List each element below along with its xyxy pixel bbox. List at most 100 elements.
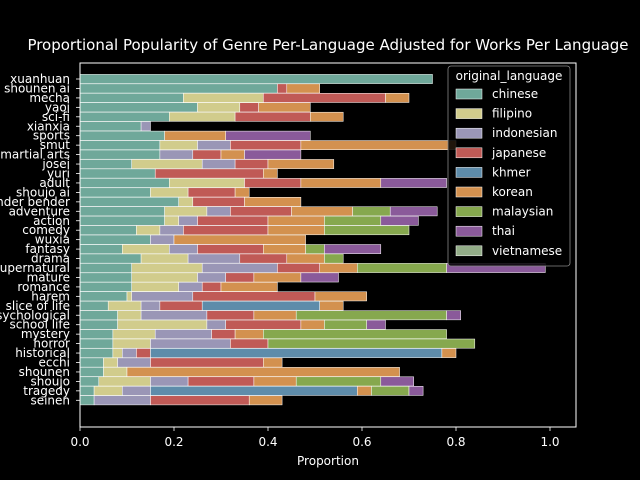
bar-smut-japanese — [230, 140, 302, 151]
bar-mecha-korean — [385, 93, 410, 103]
bar-shoujo-filipino — [98, 376, 151, 387]
bar-school-life-chinese — [79, 319, 118, 330]
legend-swatch-chinese — [455, 88, 483, 100]
x-tick-labels: 0.0 0.2 0.4 0.6 0.8 1.0 — [70, 427, 560, 449]
bar-adventure-thai — [389, 206, 438, 217]
legend-swatch-korean — [455, 186, 483, 198]
bar-drama-filipino — [140, 253, 189, 264]
x-tick-label: 0.4 — [258, 435, 277, 449]
bar-shounen-chinese — [79, 367, 104, 377]
bar-josei-chinese — [79, 159, 132, 169]
bar-harem-filipino — [126, 291, 132, 302]
y-tick-label: seinen — [30, 393, 70, 407]
y-tick-label: shounen ai — [4, 81, 70, 95]
bar-drama-malaysian — [324, 253, 344, 264]
bar-slice-of-life-chinese — [79, 300, 109, 311]
bar-smut-indonesian — [197, 140, 231, 151]
bar-adventure-chinese — [79, 206, 165, 217]
bar-yaoi-chinese — [79, 102, 198, 113]
y-tick-label: psychological — [0, 308, 70, 322]
bar-psychological-japanese — [206, 310, 255, 321]
bar-horror-japanese — [230, 338, 269, 349]
bar-mystery-filipino — [112, 329, 156, 339]
bar-psychological-chinese — [79, 310, 118, 321]
y-tick-label: sports — [33, 129, 70, 143]
bar-mature-korean — [253, 272, 302, 283]
y-tick-label: mecha — [29, 91, 70, 105]
bar-shoujo-chinese — [79, 376, 100, 387]
bar-shounen-filipino — [103, 367, 128, 377]
bar-comedy-korean — [267, 225, 325, 236]
bar-school-life-malaysian — [324, 319, 367, 330]
legend-label-vietnamese: vietnamese — [492, 244, 562, 258]
bar-romance-filipino — [131, 282, 179, 292]
y-tick-label: mystery — [21, 327, 70, 341]
bar-adventure-indonesian — [206, 206, 231, 217]
y-tick-label: supernatural — [0, 261, 70, 275]
bar-action-chinese — [79, 215, 165, 226]
legend-label-khmer: khmer — [492, 165, 531, 179]
bar-shoujo-korean — [253, 376, 297, 387]
bar-fantasy-thai — [324, 244, 382, 254]
bar-fantasy-malaysian — [305, 244, 325, 254]
bar-shoujo-ai-japanese — [187, 187, 236, 198]
bar-yuri-korean — [263, 168, 278, 179]
bar-psychological-malaysian — [295, 310, 447, 321]
y-tick-label: gender bender — [0, 195, 70, 209]
bar-school-life-filipino — [117, 319, 208, 330]
legend-label-japanese: japanese — [491, 146, 546, 160]
bar-adult-chinese — [79, 178, 170, 188]
bar-fantasy-filipino — [122, 244, 170, 254]
bar-school-life-indonesian — [206, 319, 226, 330]
plot-frame — [79, 62, 577, 428]
bar-mature-japanese — [225, 272, 255, 283]
bar-mature-indonesian — [197, 272, 226, 283]
bar-horror-malaysian — [267, 338, 476, 349]
legend-label-filipino: filipino — [492, 107, 532, 121]
bar-sports-korean — [164, 130, 226, 141]
legend-swatch-indonesian — [455, 127, 483, 139]
y-tick-label: sci-fi — [42, 110, 70, 124]
bar-ecchi-indonesian — [117, 357, 151, 368]
bar-sci-fi-japanese — [234, 111, 311, 122]
x-tick-label: 0.6 — [352, 435, 371, 449]
y-tick-label: josei — [41, 157, 70, 171]
bar-action-filipino — [164, 215, 179, 226]
bar-martial-arts-thai — [244, 149, 302, 160]
bar-action-malaysian — [324, 215, 382, 226]
bar-sci-fi-korean — [310, 111, 344, 122]
bar-adventure-filipino — [164, 206, 208, 217]
bar-josei-japanese — [234, 159, 269, 169]
bar-josei-filipino — [131, 159, 203, 169]
legend-swatch-malaysian — [455, 206, 483, 217]
bar-wuxia-korean — [173, 234, 306, 245]
x-tick-label: 1.0 — [540, 435, 559, 449]
bar-supernatural-japanese — [277, 263, 320, 273]
bar-gender-bender-filipino — [178, 197, 194, 207]
bar-tragedy-khmer — [150, 386, 358, 396]
y-tick-label: drama — [31, 252, 70, 266]
bar-adult-filipino — [169, 178, 245, 188]
bar-school-life-korean — [300, 319, 325, 330]
bar-fantasy-indonesian — [169, 244, 198, 254]
bar-harem-japanese — [192, 291, 316, 302]
bar-adventure-malaysian — [352, 206, 391, 217]
bar-adventure-japanese — [230, 206, 292, 217]
bar-shounen-ai-korean — [286, 83, 320, 94]
bar-mecha-japanese — [263, 93, 386, 103]
bar-horror-indonesian — [150, 338, 231, 349]
bar-shoujo-thai — [380, 376, 414, 387]
y-tick-label: fantasy — [25, 242, 70, 256]
bar-romance-korean — [220, 282, 278, 292]
y-tick-label: historical — [15, 346, 70, 360]
bar-martial-arts-korean — [220, 149, 245, 160]
y-tick-label: adult — [39, 176, 70, 190]
bar-shounen-ai-chinese — [79, 83, 278, 94]
bar-mature-filipino — [131, 272, 198, 283]
bar-romance-japanese — [201, 282, 222, 292]
bar-slice-of-life-korean — [319, 300, 344, 311]
y-tick-label: mature — [27, 270, 70, 284]
bar-mystery-indonesian — [154, 329, 212, 339]
